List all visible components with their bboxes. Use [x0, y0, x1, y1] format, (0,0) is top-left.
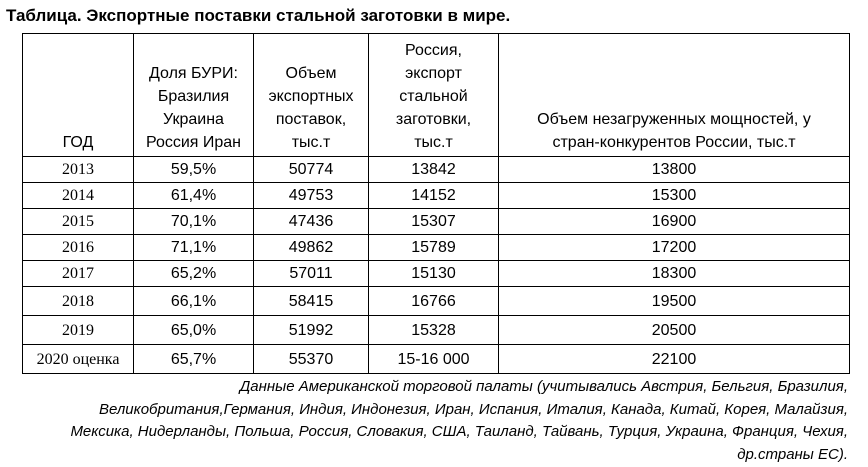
year-cell: 2017 [22, 260, 134, 287]
table-cell: 15130 [368, 260, 499, 287]
table-cell: 61,4% [133, 182, 254, 209]
footnote-line: Великобритания,Германия, Индия, Индонези… [98, 400, 848, 418]
table-row: 2015 70,1% 47436 15307 16900 [22, 208, 850, 235]
table-cell: 17200 [498, 234, 850, 261]
footnote: Данные Американской торговой палаты (учи… [10, 376, 848, 466]
header-row: ГОД Доля БУРИ: Бразилия Украина Россия Ир… [22, 33, 850, 157]
table-cell: 65,7% [133, 344, 254, 374]
data-table: ГОД Доля БУРИ: Бразилия Украина Россия Ир… [22, 33, 850, 374]
table-row: 2017 65,2% 57011 15130 18300 [22, 260, 850, 287]
table-row: 2016 71,1% 49862 15789 17200 [22, 234, 850, 261]
table-cell: 70,1% [133, 208, 254, 235]
column-header: Объем экспортных поставок, тыс.т [253, 33, 369, 157]
table-cell: 16766 [368, 286, 499, 316]
year-cell: 2016 [22, 234, 134, 261]
year-cell: 2020 оценка [22, 344, 134, 374]
year-cell: 2014 [22, 182, 134, 209]
table-title: Таблица. Экспортные поставки стальной за… [6, 6, 511, 25]
table-cell: 65,0% [133, 315, 254, 345]
table-cell: 19500 [498, 286, 850, 316]
table-cell: 14152 [368, 182, 499, 209]
table-cell: 71,1% [133, 234, 254, 261]
table-row: 2020 оценка 65,7% 55370 15-16 000 22100 [22, 344, 850, 374]
table-row: 2013 59,5% 50774 13842 13800 [22, 156, 850, 183]
year-cell: 2019 [22, 315, 134, 345]
table-cell: 66,1% [133, 286, 254, 316]
table-cell: 18300 [498, 260, 850, 287]
table-cell: 22100 [498, 344, 850, 374]
footnote-line: др.страны ЕС). [737, 445, 848, 463]
column-header: Объем незагруженных мощностей, у стран-к… [498, 33, 850, 157]
table-row: 2019 65,0% 51992 15328 20500 [22, 315, 850, 345]
table-cell: 49862 [253, 234, 369, 261]
table-row: 2014 61,4% 49753 14152 15300 [22, 182, 850, 209]
table-cell: 49753 [253, 182, 369, 209]
year-cell: 2013 [22, 156, 134, 183]
table-cell: 15307 [368, 208, 499, 235]
table-cell: 15328 [368, 315, 499, 345]
table-cell: 15-16 000 [368, 344, 499, 374]
year-cell: 2018 [22, 286, 134, 316]
table-cell: 51992 [253, 315, 369, 345]
table-cell: 47436 [253, 208, 369, 235]
column-header: ГОД [22, 33, 134, 157]
table-cell: 16900 [498, 208, 850, 235]
table-cell: 13800 [498, 156, 850, 183]
table-row: 2018 66,1% 58415 16766 19500 [22, 286, 850, 316]
table-cell: 13842 [368, 156, 499, 183]
table-cell: 20500 [498, 315, 850, 345]
table-cell: 50774 [253, 156, 369, 183]
table-cell: 57011 [253, 260, 369, 287]
table-cell: 55370 [253, 344, 369, 374]
column-header: Россия, экспорт стальной заготовки, тыс.… [368, 33, 499, 157]
table-cell: 59,5% [133, 156, 254, 183]
table-cell: 15789 [368, 234, 499, 261]
year-cell: 2015 [22, 208, 134, 235]
table-body: 2013 59,5% 50774 13842 13800 2014 61,4% 49753 14… [22, 156, 850, 374]
column-header: Доля БУРИ: Бразилия Украина Россия Иран [133, 33, 254, 157]
footnote-line: Данные Американской торговой палаты (учи… [239, 378, 848, 395]
table-cell: 65,2% [133, 260, 254, 287]
table-cell: 58415 [253, 286, 369, 316]
table-cell: 15300 [498, 182, 850, 209]
footnote-line: Мексика, Нидерланды, Польша, Россия, Сло… [70, 423, 848, 440]
